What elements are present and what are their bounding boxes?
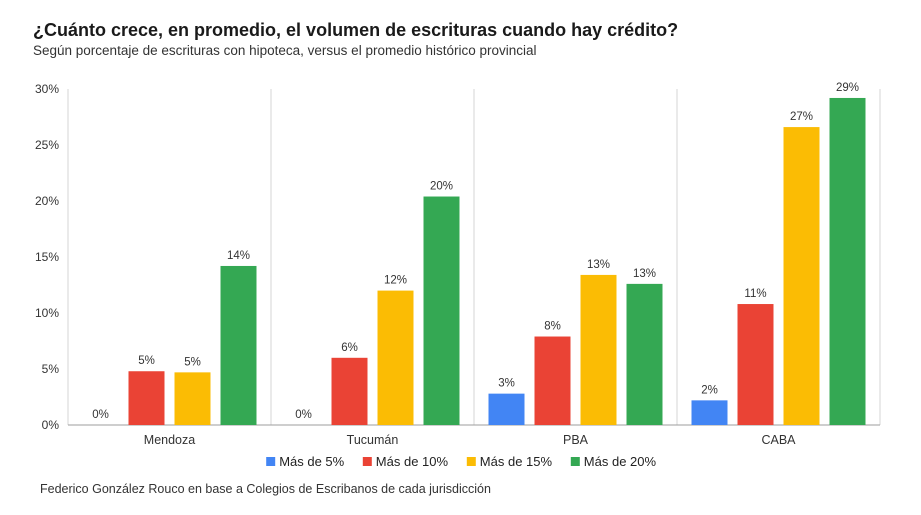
source-note: Federico González Rouco en base a Colegi… — [40, 482, 491, 496]
data-label: 14% — [227, 250, 250, 262]
y-tick-label: 15% — [35, 250, 59, 264]
data-label: 20% — [430, 181, 453, 193]
x-tick-label: PBA — [563, 433, 589, 447]
x-tick-label: Tucumán — [347, 433, 399, 447]
data-label: 12% — [384, 275, 407, 287]
legend-label: Más de 5% — [279, 454, 344, 469]
legend-swatch — [266, 457, 276, 466]
data-label: 0% — [295, 409, 312, 421]
legend-label: Más de 10% — [376, 454, 449, 469]
y-tick-label: 10% — [35, 306, 59, 320]
data-label: 6% — [341, 342, 358, 354]
data-label: 2% — [701, 384, 718, 396]
data-label: 5% — [184, 356, 201, 368]
data-label: 13% — [633, 268, 656, 280]
y-tick-label: 0% — [42, 418, 60, 432]
bar — [174, 372, 211, 425]
y-tick-label: 30% — [35, 82, 59, 96]
data-label: 11% — [744, 288, 766, 300]
data-label: 8% — [544, 321, 561, 333]
legend-swatch — [362, 457, 372, 466]
legend-label: Más de 20% — [584, 454, 657, 469]
data-label: 0% — [92, 409, 109, 421]
bar — [423, 196, 460, 425]
bar — [580, 274, 617, 425]
bar — [377, 290, 414, 425]
data-label: 13% — [587, 259, 610, 271]
bar — [691, 400, 728, 425]
bar — [488, 393, 525, 425]
bar — [626, 283, 663, 425]
bar — [534, 336, 571, 425]
x-tick-label: CABA — [761, 433, 796, 447]
data-label: 27% — [790, 111, 813, 123]
x-tick-label: Mendoza — [144, 433, 195, 447]
chart-title: ¿Cuánto crece, en promedio, el volumen d… — [33, 20, 679, 40]
bar — [737, 304, 774, 425]
data-label: 5% — [138, 355, 155, 367]
legend-swatch — [570, 457, 580, 466]
chart-subtitle: Según porcentaje de escrituras con hipot… — [33, 43, 537, 58]
bar — [783, 127, 820, 425]
data-label: 29% — [836, 82, 859, 94]
bar — [128, 371, 165, 425]
bar — [331, 357, 368, 425]
legend-label: Más de 15% — [480, 454, 553, 469]
bar — [829, 97, 866, 426]
y-tick-label: 25% — [35, 138, 59, 152]
y-tick-label: 20% — [35, 194, 59, 208]
legend-swatch — [466, 457, 476, 466]
bar-chart: 0% 5% 10% 15% 20% 25% 30% 0% 5% 5% 14% Mendoza 0% 6% 1… — [35, 82, 881, 469]
data-label: 3% — [498, 378, 515, 390]
y-tick-label: 5% — [42, 362, 60, 376]
bar — [220, 265, 257, 425]
